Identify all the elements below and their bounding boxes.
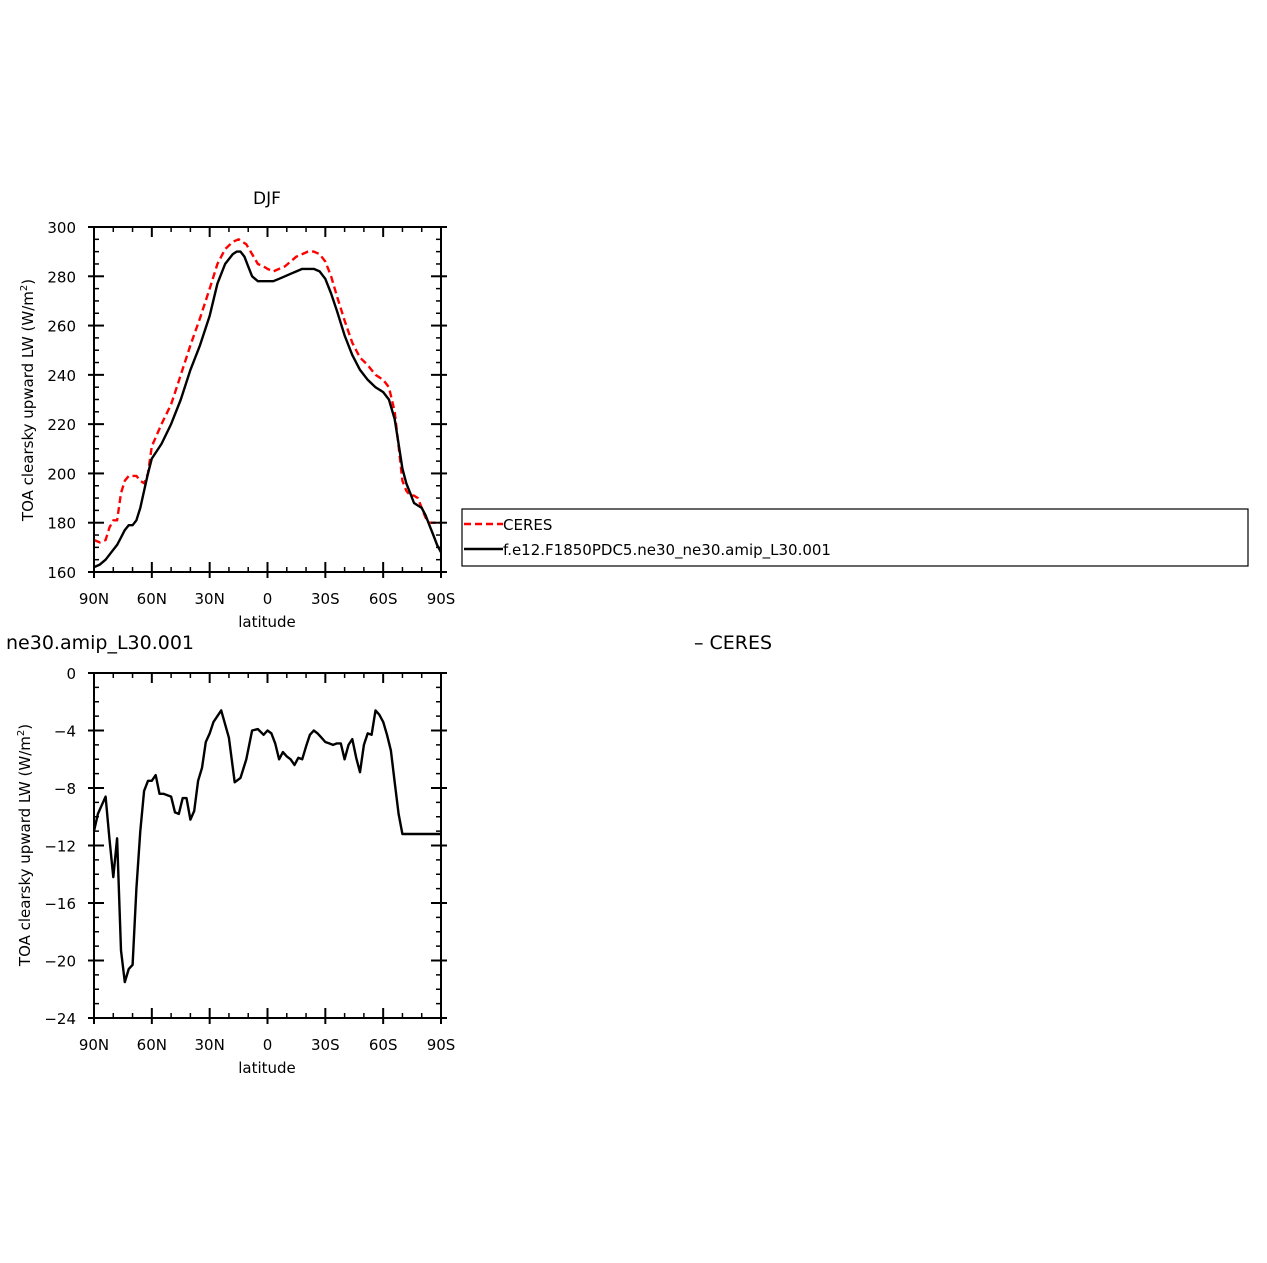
- y-tick-label: −20: [44, 953, 76, 971]
- svg-text:TOA clearsky upward LW (W/m2): TOA clearsky upward LW (W/m2): [16, 724, 34, 967]
- y-axis-label-suffix: ): [19, 279, 37, 285]
- y-axis-label-superscript: 2: [19, 285, 30, 291]
- y-tick-label: −4: [54, 723, 76, 741]
- x-tick-label: 30S: [311, 1036, 340, 1054]
- x-tick-label: 90N: [79, 590, 109, 608]
- y-tick-label: −16: [44, 895, 76, 913]
- plot-frame: [93, 672, 442, 1019]
- chart-panel-difference: ne30.amip_L30.001 – CERES 90N 60N 30N 0 30S 6…: [6, 632, 772, 1077]
- y-tick-label: 180: [47, 515, 76, 533]
- x-axis-label: latitude: [238, 1059, 296, 1077]
- axis-ticks: 90N 60N 30N 0 30S 60S 90S −24 −20 −16 −12 −8 −4 0: [44, 665, 455, 1054]
- y-tick-label: 240: [47, 367, 76, 385]
- y-axis-label-text: TOA clearsky upward LW (W/m: [16, 736, 34, 967]
- x-tick-label: 60N: [137, 1036, 167, 1054]
- x-tick-label: 0: [263, 1036, 273, 1054]
- x-tick-label: 60N: [137, 590, 167, 608]
- x-tick-label: 60S: [369, 1036, 398, 1054]
- y-tick-label: 280: [47, 268, 76, 286]
- y-tick-label: 0: [66, 665, 76, 683]
- x-tick-label: 0: [263, 590, 273, 608]
- y-axis-label-superscript: 2: [16, 730, 27, 736]
- series-group: [92, 709, 441, 984]
- y-tick-label: −24: [44, 1010, 76, 1028]
- x-tick-label: 30S: [311, 590, 340, 608]
- x-tick-label: 30N: [195, 1036, 225, 1054]
- x-tick-label: 30N: [195, 590, 225, 608]
- y-tick-label: −8: [54, 780, 76, 798]
- y-axis-label-text: TOA clearsky upward LW (W/m: [19, 291, 37, 522]
- chart-title-left: ne30.amip_L30.001: [6, 632, 194, 654]
- axis-ticks: 90N 60N 30N 0 30S 60S 90S 160 180 200 220 240 260 280…: [47, 219, 455, 608]
- x-axis-label: latitude: [238, 613, 296, 631]
- y-tick-label: 260: [47, 318, 76, 336]
- y-axis-label: TOA clearsky upward LW (W/m2): [16, 724, 34, 967]
- legend-label-model: f.e12.F1850PDC5.ne30_ne30.amip_L30.001: [503, 541, 831, 560]
- x-tick-label: 90N: [79, 1036, 109, 1054]
- series-line-1: [93, 250, 443, 569]
- y-axis-label: TOA clearsky upward LW (W/m2): [19, 279, 37, 522]
- chart-panel-djf: DJF 90N 60N 30N 0 30S 60S 90S 160 180 200 220 240 26…: [19, 189, 1249, 631]
- y-tick-label: 220: [47, 416, 76, 434]
- y-tick-label: 300: [47, 219, 76, 237]
- chart-title: DJF: [253, 189, 281, 209]
- series-group: [93, 238, 443, 569]
- y-tick-label: −12: [44, 838, 76, 856]
- series-line-0: [92, 709, 441, 984]
- y-tick-label: 200: [47, 465, 76, 483]
- x-tick-label: 90S: [427, 590, 456, 608]
- y-axis-label-suffix: ): [16, 724, 34, 730]
- y-tick-label: 160: [47, 564, 76, 582]
- x-tick-label: 90S: [427, 1036, 456, 1054]
- legend-box: [461, 508, 1249, 567]
- x-tick-label: 60S: [369, 590, 398, 608]
- legend: CERES f.e12.F1850PDC5.ne30_ne30.amip_L30…: [461, 508, 1249, 567]
- legend-label-ceres: CERES: [503, 516, 552, 534]
- svg-text:TOA clearsky upward LW (W/m2): TOA clearsky upward LW (W/m2): [19, 279, 37, 522]
- chart-title-right: – CERES: [694, 632, 772, 654]
- series-line-0: [93, 238, 441, 544]
